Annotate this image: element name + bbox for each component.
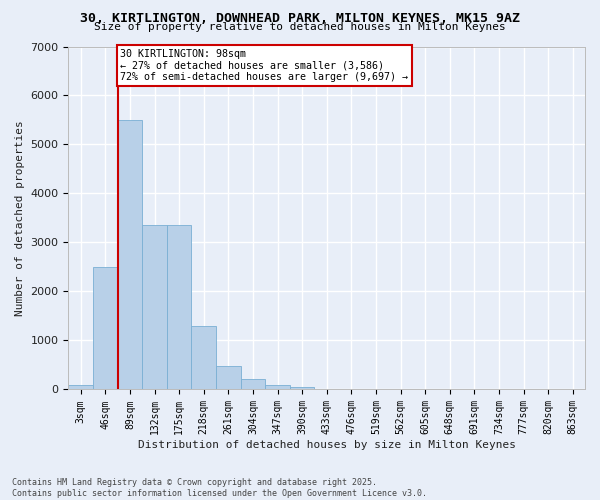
- Bar: [118, 120, 142, 390]
- Bar: [93, 267, 118, 390]
- Text: 30 KIRTLINGTON: 98sqm
← 27% of detached houses are smaller (3,586)
72% of semi-d: 30 KIRTLINGTON: 98sqm ← 27% of detached …: [120, 49, 408, 82]
- Bar: [191, 326, 216, 390]
- Text: Size of property relative to detached houses in Milton Keynes: Size of property relative to detached ho…: [94, 22, 506, 32]
- Y-axis label: Number of detached properties: Number of detached properties: [15, 120, 25, 316]
- Text: Contains HM Land Registry data © Crown copyright and database right 2025.
Contai: Contains HM Land Registry data © Crown c…: [12, 478, 427, 498]
- Bar: [142, 226, 167, 390]
- Bar: [265, 385, 290, 390]
- Bar: [216, 366, 241, 390]
- X-axis label: Distribution of detached houses by size in Milton Keynes: Distribution of detached houses by size …: [138, 440, 516, 450]
- Bar: [290, 387, 314, 390]
- Text: 30, KIRTLINGTON, DOWNHEAD PARK, MILTON KEYNES, MK15 9AZ: 30, KIRTLINGTON, DOWNHEAD PARK, MILTON K…: [80, 12, 520, 26]
- Bar: [68, 384, 93, 390]
- Bar: [241, 378, 265, 390]
- Bar: [167, 226, 191, 390]
